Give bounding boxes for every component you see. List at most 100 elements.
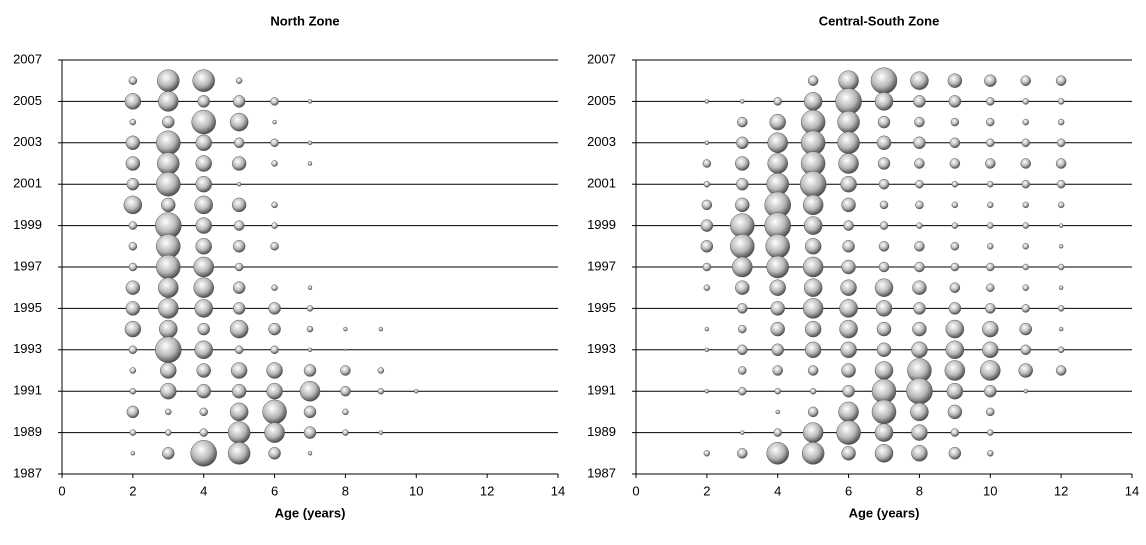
bubble (195, 175, 212, 193)
bubble (227, 421, 251, 444)
bubble (233, 220, 245, 231)
x-tick-label: 12 (480, 483, 494, 498)
bubble (192, 69, 215, 92)
bubble (199, 428, 208, 437)
bubble (193, 256, 214, 278)
bubble (165, 408, 172, 416)
bubble (157, 69, 180, 92)
bubble (735, 197, 750, 213)
bubble (799, 170, 827, 198)
bubble (306, 305, 314, 312)
bubble (271, 201, 278, 209)
x-tick-label: 8 (916, 483, 923, 498)
bubble (874, 423, 894, 442)
bubble (702, 159, 712, 168)
x-tick-label: 8 (342, 483, 349, 498)
bubble (1018, 363, 1033, 378)
bubble (307, 451, 313, 456)
bubble (704, 140, 710, 146)
bubble (1022, 222, 1029, 229)
bubble (165, 429, 172, 436)
bubble (1022, 263, 1029, 271)
bubble (986, 407, 995, 417)
x-tick-label: 0 (58, 483, 65, 498)
bubble (874, 444, 894, 463)
bubble (307, 347, 313, 353)
bubble (945, 319, 965, 339)
x-axis-label: Age (years) (849, 505, 920, 520)
bubble (949, 282, 961, 293)
bubble (906, 377, 933, 405)
bubble (737, 303, 748, 314)
x-axis-label: Age (years) (275, 505, 346, 520)
bubble (730, 213, 755, 238)
bubble (129, 367, 137, 374)
bubble (197, 322, 210, 336)
y-tick-label: 1993 (13, 341, 42, 356)
bubble (196, 363, 211, 378)
bubble (916, 222, 923, 229)
bubble (270, 97, 279, 106)
bubble (703, 284, 711, 291)
bubble (702, 262, 712, 272)
bubble (915, 179, 924, 189)
bubble (270, 138, 279, 148)
bubble (1055, 158, 1067, 169)
bubble (158, 277, 179, 298)
x-tick-label: 4 (200, 483, 207, 498)
bubble (1057, 201, 1065, 209)
bubble (307, 99, 313, 104)
bubble (264, 422, 285, 443)
x-tick-label: 12 (1054, 483, 1068, 498)
y-tick-label: 1997 (13, 258, 42, 273)
bubble (947, 404, 963, 420)
bubble (769, 279, 786, 296)
bubble (1056, 138, 1066, 148)
y-tick-label: 2007 (13, 51, 42, 66)
bubble (735, 280, 750, 295)
bubble (703, 180, 711, 188)
bubble (125, 156, 141, 171)
bubble (737, 116, 748, 128)
x-tick-label: 10 (983, 483, 997, 498)
bubble (130, 451, 136, 456)
bubble (123, 195, 143, 215)
bubble (985, 158, 996, 169)
bubble (915, 200, 924, 210)
bubble (912, 280, 927, 295)
bubble (980, 360, 1001, 381)
bubble (268, 322, 281, 336)
bubble (871, 378, 897, 404)
bubble (307, 140, 313, 146)
bubble (340, 365, 351, 376)
bubble (704, 347, 710, 353)
bubble (129, 387, 137, 395)
bubble (157, 152, 180, 175)
bubble (875, 300, 893, 317)
bubble (766, 442, 789, 465)
bubble (775, 409, 780, 415)
x-tick-label: 10 (409, 483, 423, 498)
bubble (837, 131, 860, 155)
bubble (771, 343, 784, 357)
bubble (1022, 118, 1029, 126)
bubble (767, 132, 788, 154)
bubble (914, 158, 925, 169)
bubble (948, 302, 962, 315)
bubble (160, 362, 177, 379)
bubble (704, 388, 710, 394)
y-tick-label: 1987 (587, 465, 616, 480)
bubble (195, 134, 212, 152)
bubble (377, 387, 385, 395)
bubble (194, 340, 213, 360)
bubble (1057, 263, 1065, 271)
bubble (129, 429, 137, 436)
bubble (801, 442, 825, 465)
bubble (951, 180, 959, 188)
bubble (948, 95, 962, 108)
bubble (986, 262, 995, 272)
bubble (1058, 244, 1064, 249)
bubble (229, 319, 249, 339)
bubble (125, 301, 141, 316)
